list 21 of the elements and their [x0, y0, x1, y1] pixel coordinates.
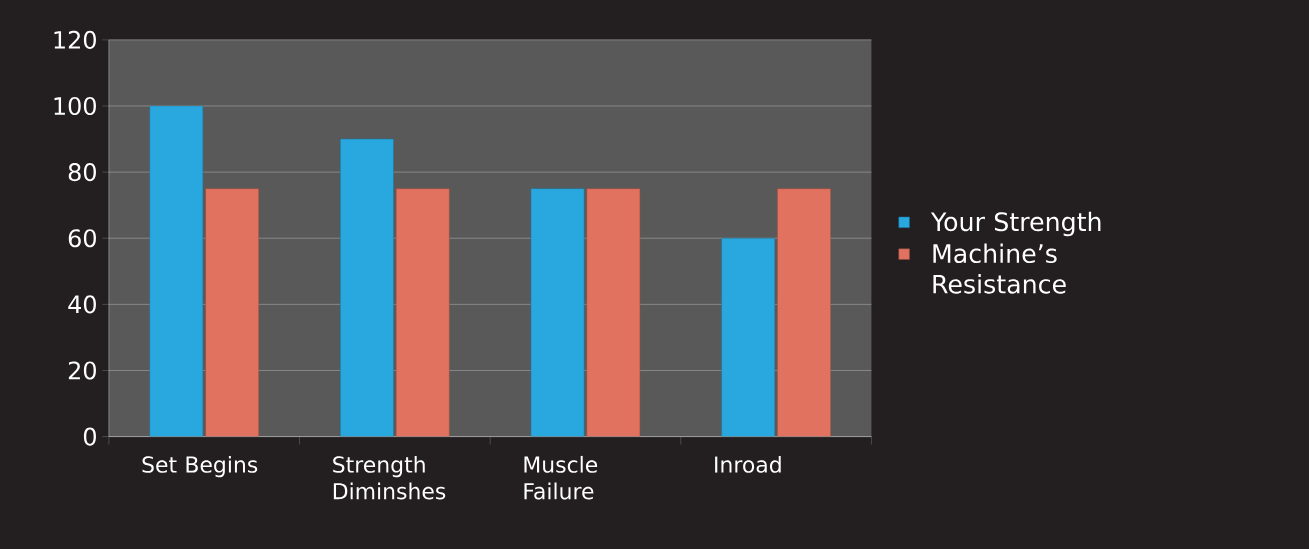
bar — [777, 188, 831, 437]
y-tick-label: 20 — [68, 361, 96, 380]
bar — [721, 237, 776, 437]
bar — [530, 188, 585, 437]
x-tick-label: Strength Diminshes — [333, 455, 446, 500]
y-tick-label: 80 — [68, 162, 96, 182]
bar — [149, 105, 204, 437]
bar — [586, 188, 641, 437]
bar — [395, 188, 450, 437]
x-tick-label: Muscle Failure — [524, 455, 598, 500]
legend-label: Machine’s Resistance — [933, 243, 1066, 294]
x-tick-label: Set Begins — [142, 455, 258, 478]
y-tick-label: 100 — [54, 96, 96, 115]
bar — [340, 138, 394, 437]
legend-label: Your Strength — [930, 211, 1101, 237]
y-tick-label: 120 — [54, 30, 96, 49]
y-tick-label: 60 — [68, 229, 96, 248]
y-tick-label: 40 — [68, 295, 96, 314]
bar — [205, 188, 259, 437]
x-tick-label: Inroad — [715, 455, 781, 473]
y-tick-label: 0 — [83, 427, 96, 446]
